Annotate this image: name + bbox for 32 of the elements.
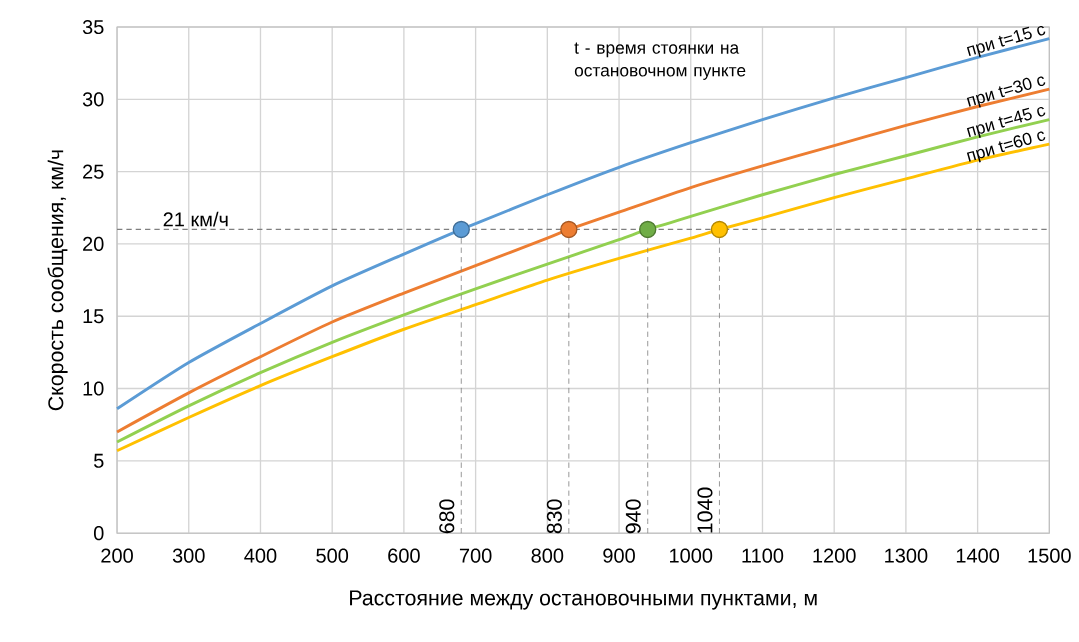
y-axis-title: Скорость сообщения, км/ч [47,150,68,411]
y-tick-label: 5 [94,453,104,468]
x-tick-label: 1400 [956,548,1000,563]
x-tick-label: 1500 [1028,548,1071,563]
annotation: 680 [439,499,455,534]
y-tick-label: 10 [83,381,104,396]
y-tick-label: 15 [83,309,104,324]
x-tick-label: 500 [316,548,349,563]
x-tick-label: 400 [244,548,277,563]
y-tick-label: 35 [82,19,104,34]
x-tick-label: 1100 [742,548,784,563]
x-tick-label: 1300 [885,548,928,563]
x-tick-label: 700 [459,548,492,563]
x-tick-label: 900 [603,548,635,563]
x-tick-label: 1000 [670,548,713,563]
annotation: 830 [546,499,562,534]
text: при t=15 с [966,25,1046,57]
y-tick-label: 20 [83,236,104,251]
y-tick-label: 25 [83,164,104,179]
y-tick-label: 30 [82,92,104,107]
text: при t=30 с [966,76,1046,108]
annotation: 940 [625,499,641,534]
annotation: 1040 [697,487,713,533]
annotation: t - время стоянки на остановочном пункте [574,42,746,80]
ref-line-label: 21 км/ч [163,211,228,227]
x-tick-label: 200 [101,548,133,563]
x-tick-label: 300 [172,548,205,563]
y-tick-label: 0 [93,525,104,541]
x-tick-label: 600 [388,548,420,563]
x-axis-title: Расстояние между остановочными пунктами, м [350,590,817,610]
x-tick-label: 800 [531,548,564,563]
x-tick-label: 1200 [813,548,856,563]
